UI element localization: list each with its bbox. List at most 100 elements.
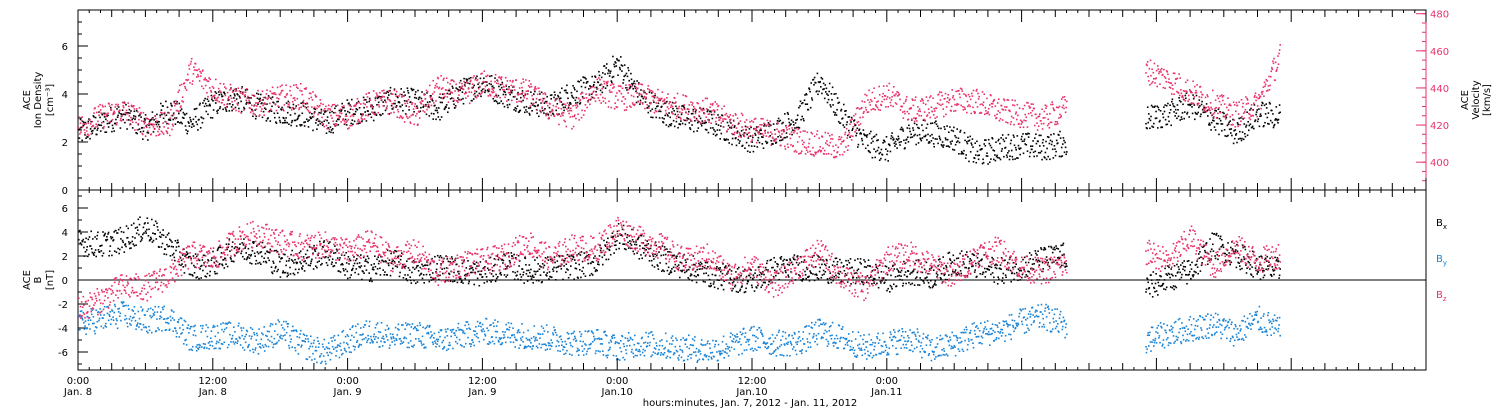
- data-point: [991, 137, 993, 139]
- data-point: [452, 260, 455, 263]
- data-point: [521, 90, 524, 92]
- data-point: [661, 105, 663, 108]
- data-point: [566, 102, 569, 104]
- data-point: [1013, 104, 1016, 107]
- data-point: [86, 246, 88, 248]
- data-point: [345, 113, 347, 116]
- data-point: [836, 97, 839, 99]
- data-point: [511, 91, 513, 94]
- data-point: [849, 119, 852, 122]
- data-point: [108, 250, 111, 252]
- data-point: [699, 117, 702, 120]
- data-point: [571, 255, 573, 257]
- data-point: [749, 135, 752, 137]
- data-point: [618, 59, 620, 62]
- data-point: [1155, 117, 1158, 119]
- data-point: [463, 92, 466, 95]
- data-point: [121, 101, 124, 104]
- data-point: [472, 93, 475, 96]
- data-point: [850, 121, 852, 123]
- data-point: [513, 109, 515, 111]
- data-point: [493, 95, 496, 98]
- data-point: [448, 88, 451, 91]
- data-point: [585, 93, 587, 95]
- data-point: [448, 272, 450, 275]
- data-point: [111, 118, 114, 121]
- data-point: [262, 99, 264, 101]
- data-point: [599, 78, 601, 81]
- data-point: [552, 113, 555, 116]
- data-point: [284, 96, 287, 99]
- data-point: [500, 76, 503, 78]
- data-point: [1223, 129, 1226, 131]
- data-point: [143, 117, 146, 120]
- data-point: [682, 104, 684, 107]
- data-point: [529, 105, 532, 107]
- data-point: [798, 136, 801, 138]
- data-point: [456, 281, 459, 284]
- data-point: [447, 81, 449, 84]
- data-point: [831, 138, 834, 140]
- data-point: [482, 82, 484, 84]
- data-point: [1158, 120, 1161, 123]
- data-point: [348, 258, 351, 260]
- data-point: [438, 256, 441, 259]
- data-point: [211, 257, 213, 259]
- data-point: [1201, 94, 1204, 96]
- data-point: [615, 62, 617, 64]
- data-point: [344, 115, 347, 117]
- data-point: [512, 79, 514, 82]
- data-point: [91, 132, 94, 135]
- data-point: [650, 116, 652, 118]
- data-point: [879, 151, 882, 154]
- data-point: [525, 273, 528, 275]
- data-point: [1051, 148, 1054, 151]
- data-point: [874, 156, 876, 159]
- data-point: [157, 229, 159, 231]
- data-point: [377, 96, 379, 99]
- data-point: [852, 126, 855, 128]
- data-point: [784, 113, 786, 115]
- data-point: [729, 126, 731, 129]
- data-point: [472, 98, 475, 100]
- data-point: [1198, 106, 1200, 109]
- data-point: [1013, 136, 1015, 138]
- data-point: [155, 238, 158, 240]
- data-point: [494, 280, 497, 283]
- data-point: [538, 87, 540, 89]
- data-point: [188, 255, 190, 258]
- data-point: [383, 96, 386, 98]
- data-point: [444, 95, 446, 98]
- data-point: [552, 268, 554, 270]
- data-point: [589, 87, 592, 89]
- data-point: [339, 112, 341, 114]
- data-point: [158, 126, 161, 128]
- data-point: [94, 107, 96, 109]
- data-point: [1170, 82, 1172, 84]
- data-point: [429, 101, 431, 103]
- data-point: [101, 121, 103, 124]
- data-point: [216, 272, 218, 275]
- data-point: [1256, 115, 1258, 118]
- data-point: [198, 80, 201, 82]
- data-point: [999, 158, 1002, 161]
- data-point: [967, 93, 970, 96]
- data-point: [397, 96, 399, 99]
- data-point: [1256, 120, 1259, 123]
- data-point: [361, 278, 363, 281]
- data-point: [420, 272, 423, 275]
- data-point: [491, 85, 494, 87]
- data-point: [329, 111, 331, 114]
- data-point: [187, 252, 189, 255]
- data-point: [872, 136, 875, 138]
- data-point: [338, 270, 340, 272]
- data-point: [632, 82, 635, 85]
- data-point: [591, 86, 594, 88]
- data-point: [175, 249, 177, 252]
- data-point: [1174, 108, 1177, 111]
- data-point: [178, 102, 181, 105]
- data-point: [1220, 123, 1222, 125]
- data-point: [85, 249, 88, 251]
- data-point: [343, 106, 345, 109]
- data-point: [1026, 126, 1029, 128]
